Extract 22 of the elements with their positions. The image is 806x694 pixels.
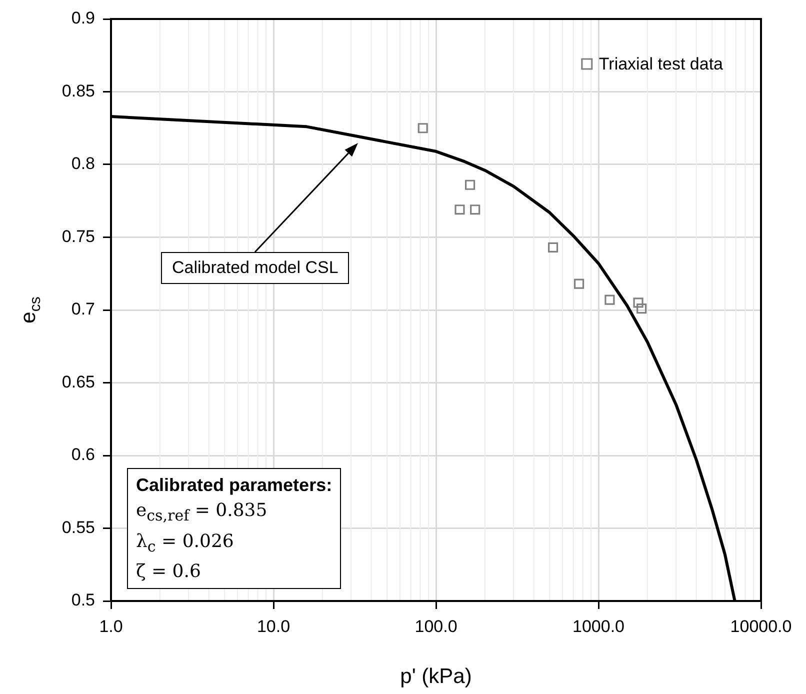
x-axis-title: p' (kPa) (400, 665, 472, 688)
y-tick-label: 0.5 (71, 590, 95, 610)
y-tick-label: 0.85 (62, 81, 95, 100)
y-tick-label: 0.65 (62, 372, 95, 392)
annotation: Calibrated model CSL (161, 252, 350, 284)
x-tick-label: 1000.0 (572, 616, 624, 636)
y-tick-label: 0.7 (71, 300, 95, 319)
annotation: ζ = 0.6 (136, 560, 202, 584)
legend-label: Triaxial test data (598, 54, 724, 74)
y-tick-label: 0.8 (71, 154, 95, 174)
annotation: λ$_{c}$ = 0.026 (136, 530, 235, 558)
y-tick-label: 0.55 (62, 518, 95, 537)
x-tick-label: 1.0 (99, 616, 123, 636)
x-tick-label: 10.0 (256, 616, 290, 636)
y-tick-label: 0.75 (62, 226, 95, 246)
x-tick-label: 10000.0 (730, 616, 792, 636)
annotation: Calibrated parameters: (136, 474, 332, 497)
x-tick-label: 100.0 (414, 616, 458, 636)
y-axis-title: ecs (17, 296, 44, 324)
y-tick-label: 0.6 (71, 445, 95, 464)
y-tick-label: 0.9 (71, 8, 95, 28)
annotation: e$_{cs,ref}$ = 0.835 (136, 499, 268, 527)
